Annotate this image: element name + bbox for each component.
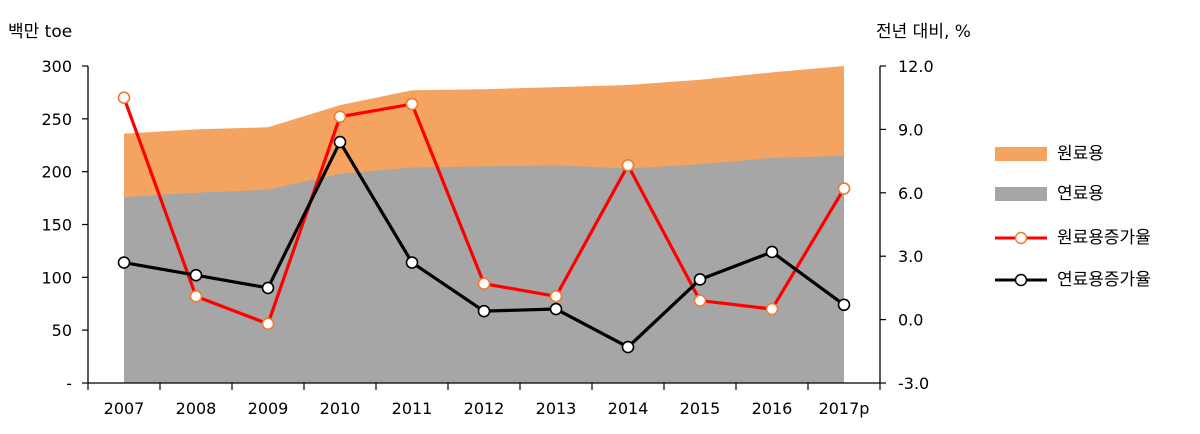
point-feedstock-growth (621, 159, 635, 172)
x-tick-label: 2007 (104, 399, 145, 418)
right-tick-label: -3.0 (898, 374, 929, 393)
x-tick-label: 2015 (680, 399, 721, 418)
x-tick-label: 2011 (392, 399, 433, 418)
point-fuel-growth (261, 281, 275, 295)
point-fuel-growth (477, 304, 491, 318)
point-fuel-growth (621, 340, 635, 354)
x-tick-label: 2008 (176, 399, 217, 418)
point-feedstock-growth (549, 290, 563, 303)
x-tick-label: 2013 (536, 399, 577, 418)
legend-swatch-feedstock-growth-line (995, 231, 1047, 245)
point-feedstock-growth (693, 294, 707, 307)
legend-label-fuel: 연료용 (1057, 184, 1104, 204)
point-feedstock-growth (117, 91, 131, 104)
point-fuel-growth (765, 245, 779, 259)
point-fuel-growth (189, 268, 203, 282)
legend-item-fuel: 연료용 (995, 182, 1195, 206)
point-feedstock-growth (189, 290, 203, 303)
point-fuel-growth (693, 273, 707, 286)
left-tick-label: 100 (41, 268, 72, 287)
right-tick-label: 9.0 (898, 120, 923, 139)
legend-label-feedstock: 원료용 (1057, 144, 1104, 164)
right-tick-label: 0.0 (898, 311, 923, 330)
legend-swatch-feedstock-area (995, 147, 1047, 161)
x-tick-label: 2014 (608, 399, 649, 418)
right-axis-unit-label: 전년 대비, % (876, 22, 971, 42)
legend-swatch-fuel-area (995, 187, 1047, 201)
point-fuel-growth (117, 256, 131, 269)
left-tick-label: 150 (41, 216, 72, 235)
x-tick-label: 2012 (464, 399, 505, 418)
legend-label-fuel-growth: 연료용증가율 (1057, 270, 1151, 290)
point-feedstock-growth (405, 97, 419, 111)
point-fuel-growth (549, 302, 563, 316)
left-tick-label: 300 (41, 57, 72, 76)
legend-swatch-fuel-growth-line (995, 273, 1047, 287)
x-tick-label: 2017p (819, 399, 870, 418)
point-feedstock-growth (765, 302, 779, 316)
right-tick-label: 6.0 (898, 184, 923, 203)
left-axis-unit-label: 백만 toe (8, 22, 73, 42)
x-tick-label: 2009 (248, 399, 289, 418)
legend-item-feedstock-growth: 원료용증가율 (995, 226, 1195, 250)
right-tick-label: 12.0 (898, 57, 934, 76)
point-feedstock-growth (261, 317, 275, 331)
left-tick-label: 250 (41, 110, 72, 129)
point-fuel-growth (333, 135, 347, 149)
left-tick-label: - (66, 374, 72, 393)
point-feedstock-growth (477, 277, 491, 290)
point-fuel-growth (405, 256, 419, 269)
legend-item-fuel-growth: 연료용증가율 (995, 268, 1195, 292)
point-feedstock-growth (333, 110, 347, 124)
legend-label-feedstock-growth: 원료용증가율 (1057, 228, 1151, 248)
point-fuel-growth (837, 298, 851, 312)
point-feedstock-growth (837, 182, 851, 195)
left-tick-label: 50 (52, 321, 72, 340)
left-tick-label: 200 (41, 163, 72, 182)
legend-item-feedstock: 원료용 (995, 142, 1195, 166)
x-tick-label: 2010 (320, 399, 361, 418)
right-tick-label: 3.0 (898, 247, 923, 266)
x-tick-label: 2016 (752, 399, 793, 418)
